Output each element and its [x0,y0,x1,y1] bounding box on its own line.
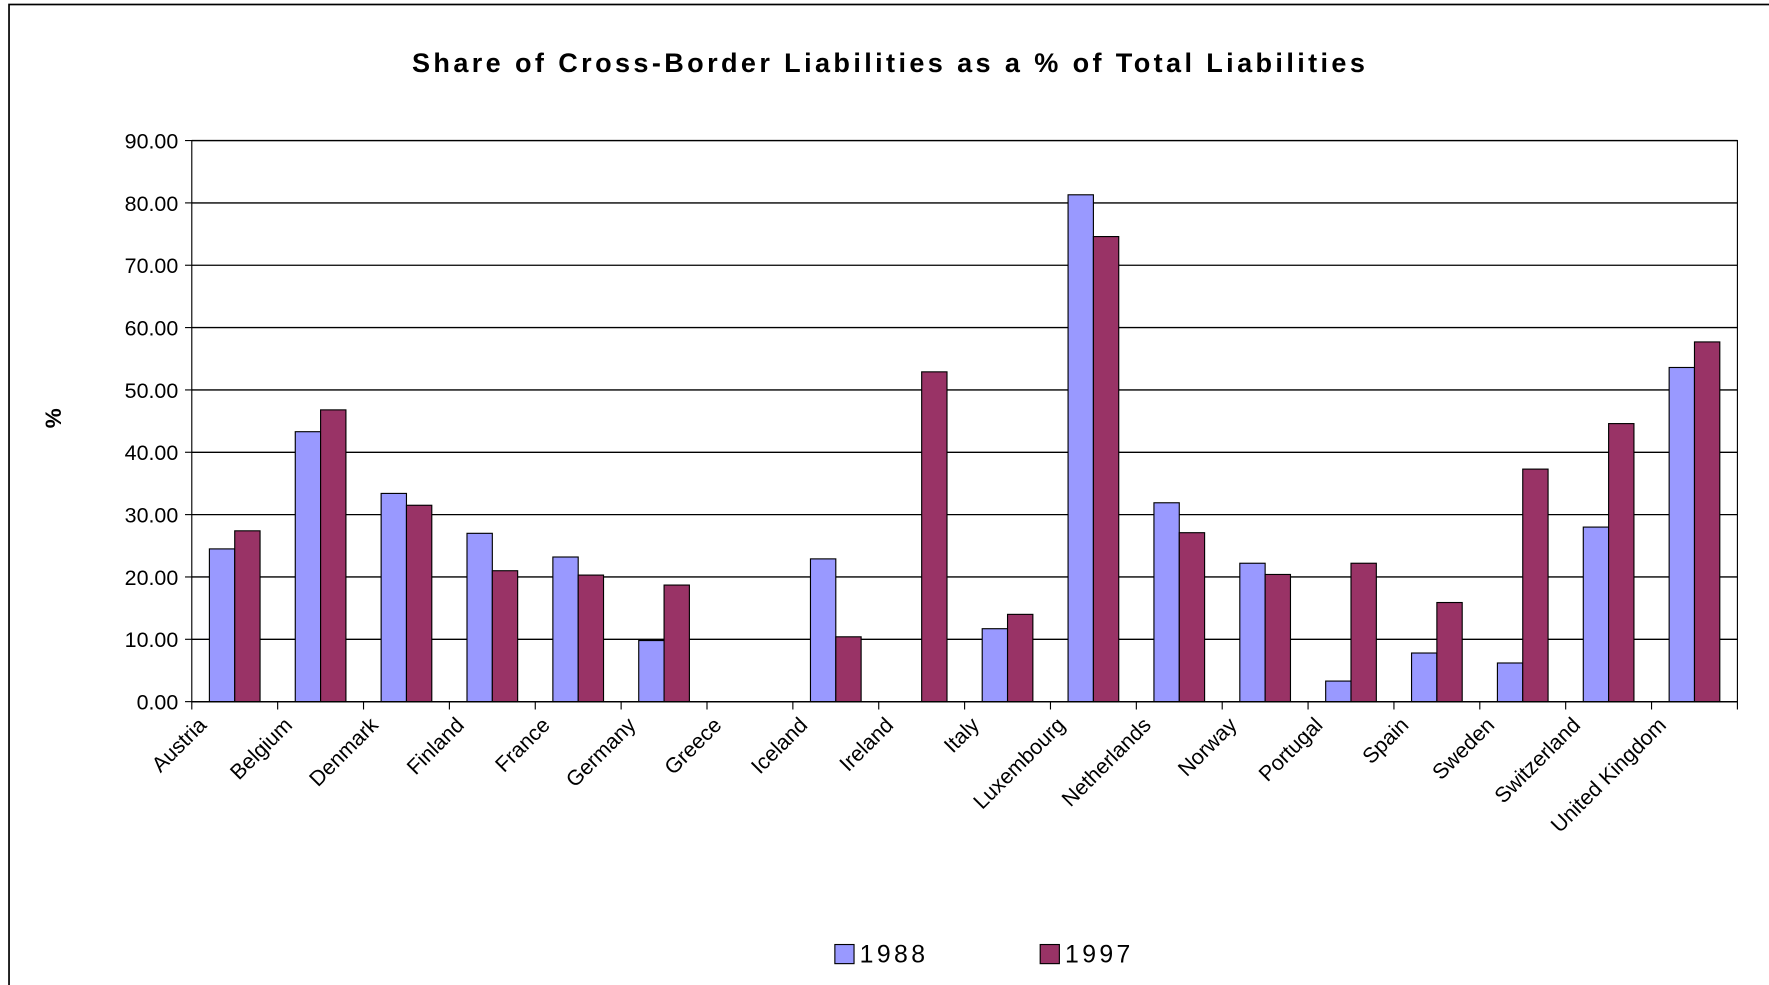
y-tick-label: 90.00 [125,129,179,153]
bar [835,636,862,703]
bar [208,548,236,703]
bar [380,492,408,703]
bar [638,639,665,703]
bar [1092,236,1120,703]
bar [294,431,322,703]
bar [1582,526,1610,703]
bar [1239,562,1266,703]
bar [405,504,433,703]
bar [921,371,948,703]
legend-label: 1988 [860,942,929,969]
bar [663,584,690,703]
bar [1436,601,1463,703]
bar [1178,532,1206,703]
bar [1496,662,1524,703]
legend-label: 1997 [1065,942,1134,969]
bar [809,558,837,703]
bar [1006,613,1034,703]
legend-swatch [1039,943,1060,965]
chart-title: Share of Cross-Border Liabilities as a %… [412,48,1368,78]
bar [491,570,519,703]
legend-swatch [834,943,855,965]
bar [981,628,1009,703]
plot-area [191,139,1738,703]
bar [1153,502,1180,703]
y-axis-label: % [41,408,66,428]
bar [577,574,605,703]
bar [320,409,347,703]
y-tick-label: 20.00 [125,566,179,590]
bar [1325,680,1352,703]
y-tick-label: 70.00 [125,254,179,278]
bar [1350,562,1377,703]
bar [1067,194,1094,703]
bar [1410,652,1438,703]
bar [1668,366,1696,703]
y-tick-label: 50.00 [125,379,179,403]
y-tick-label: 10.00 [125,628,179,652]
bar [466,532,493,703]
y-tick-label: 40.00 [125,441,179,465]
bar [1264,573,1292,703]
y-tick-label: 60.00 [125,316,179,340]
y-tick-label: 0.00 [137,691,179,715]
bar [1693,341,1721,703]
bar [1522,468,1549,703]
bar [234,530,261,703]
y-tick-label: 80.00 [125,192,179,216]
y-tick-label: 30.00 [125,504,179,528]
bar [552,556,579,703]
bar [1608,423,1635,703]
